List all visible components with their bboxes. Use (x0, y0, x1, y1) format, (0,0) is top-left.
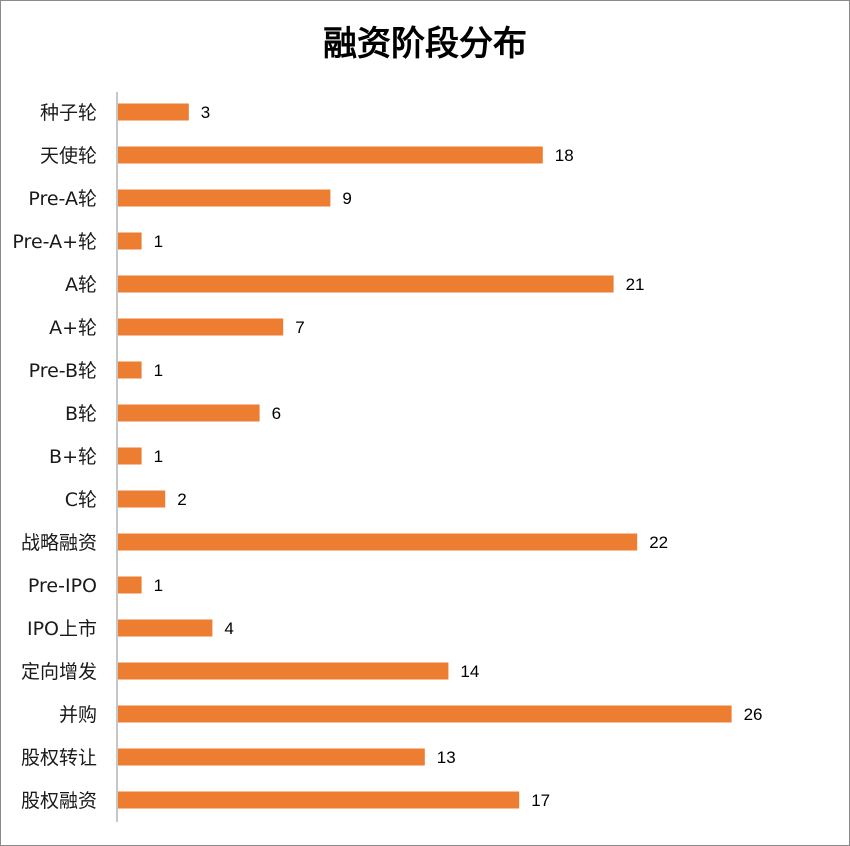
category-label: 并购 (59, 704, 97, 726)
data-label: 1 (154, 232, 163, 251)
bar (118, 318, 284, 336)
bar (118, 232, 142, 250)
category-label: 战略融资 (21, 532, 97, 554)
data-label: 22 (649, 533, 668, 552)
bar (118, 533, 638, 551)
bar (118, 146, 543, 164)
data-label: 4 (224, 619, 233, 638)
bar (118, 748, 425, 766)
category-label: A+轮 (49, 317, 97, 339)
bar (118, 103, 189, 121)
bar (118, 791, 520, 809)
data-label: 3 (201, 103, 210, 122)
bar (118, 619, 213, 637)
category-label: A轮 (65, 274, 97, 296)
data-label: 14 (460, 662, 479, 681)
chart-title: 融资阶段分布 (323, 24, 527, 64)
data-label: 1 (154, 576, 163, 595)
data-label: 26 (744, 705, 763, 724)
category-label: 股权融资 (21, 790, 97, 812)
data-label: 7 (295, 318, 304, 337)
category-label: B轮 (65, 403, 97, 425)
data-label: 17 (531, 791, 550, 810)
bar (118, 189, 331, 207)
bar (118, 275, 614, 293)
category-label: Pre-A轮 (28, 188, 97, 210)
category-label: 定向增发 (21, 661, 97, 683)
data-label: 6 (272, 404, 281, 423)
data-label: 2 (177, 490, 186, 509)
category-label: Pre-B轮 (29, 360, 97, 382)
data-label: 1 (154, 447, 163, 466)
bar (118, 361, 142, 379)
data-label: 9 (342, 189, 351, 208)
category-label: 天使轮 (40, 145, 97, 167)
data-label: 18 (555, 146, 574, 165)
bar (118, 576, 142, 594)
data-label: 13 (437, 748, 456, 767)
data-label: 1 (154, 361, 163, 380)
category-label: 种子轮 (40, 102, 97, 124)
category-label: C轮 (65, 489, 97, 511)
data-label: 21 (626, 275, 645, 294)
category-label: 股权转让 (21, 747, 97, 769)
bar (118, 662, 449, 680)
category-label: IPO上市 (27, 618, 97, 640)
bar (118, 490, 166, 508)
category-label: Pre-IPO (28, 575, 97, 597)
category-label: Pre-A+轮 (12, 231, 97, 253)
bar (118, 705, 732, 723)
bar (118, 447, 142, 465)
category-label: B+轮 (49, 446, 97, 468)
bar (118, 404, 260, 422)
